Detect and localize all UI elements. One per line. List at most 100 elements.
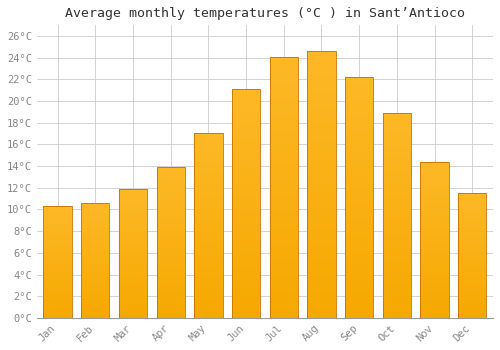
Bar: [232, 311, 260, 313]
Bar: [119, 275, 147, 276]
Bar: [270, 93, 298, 96]
Bar: [420, 265, 449, 266]
Bar: [345, 77, 374, 80]
Bar: [420, 251, 449, 252]
Bar: [270, 211, 298, 214]
Bar: [458, 197, 486, 198]
Bar: [458, 199, 486, 201]
Bar: [156, 239, 185, 241]
Bar: [383, 234, 411, 236]
Bar: [270, 195, 298, 198]
Bar: [345, 241, 374, 243]
Bar: [458, 309, 486, 310]
Bar: [383, 240, 411, 242]
Bar: [270, 125, 298, 127]
Bar: [383, 201, 411, 203]
Bar: [119, 293, 147, 295]
Bar: [194, 194, 222, 196]
Bar: [232, 112, 260, 114]
Bar: [308, 283, 336, 286]
Bar: [420, 312, 449, 313]
Bar: [156, 214, 185, 216]
Bar: [194, 203, 222, 205]
Bar: [308, 91, 336, 94]
Bar: [119, 273, 147, 274]
Bar: [458, 234, 486, 236]
Bar: [270, 132, 298, 135]
Bar: [458, 288, 486, 289]
Bar: [156, 220, 185, 222]
Bar: [81, 255, 110, 256]
Bar: [345, 313, 374, 315]
Bar: [156, 248, 185, 250]
Bar: [44, 303, 72, 304]
Bar: [270, 208, 298, 211]
Bar: [458, 231, 486, 232]
Bar: [420, 299, 449, 301]
Bar: [156, 300, 185, 301]
Bar: [232, 124, 260, 126]
Bar: [383, 183, 411, 185]
Bar: [308, 232, 336, 235]
Bar: [420, 268, 449, 270]
Bar: [156, 212, 185, 214]
Bar: [420, 176, 449, 177]
Bar: [458, 266, 486, 267]
Bar: [119, 190, 147, 191]
Bar: [383, 205, 411, 207]
Bar: [458, 204, 486, 206]
Bar: [44, 268, 72, 269]
Bar: [308, 217, 336, 219]
Bar: [232, 201, 260, 204]
Bar: [270, 57, 298, 318]
Bar: [383, 303, 411, 306]
Bar: [81, 266, 110, 267]
Bar: [232, 178, 260, 181]
Bar: [156, 205, 185, 206]
Bar: [420, 285, 449, 287]
Bar: [119, 239, 147, 240]
Bar: [270, 143, 298, 146]
Bar: [308, 115, 336, 118]
Bar: [345, 262, 374, 265]
Bar: [156, 303, 185, 304]
Bar: [119, 221, 147, 223]
Bar: [383, 119, 411, 121]
Bar: [119, 251, 147, 252]
Bar: [420, 221, 449, 223]
Bar: [232, 135, 260, 137]
Bar: [81, 282, 110, 284]
Bar: [194, 157, 222, 159]
Bar: [194, 205, 222, 207]
Bar: [383, 123, 411, 125]
Bar: [270, 59, 298, 62]
Bar: [270, 253, 298, 255]
Bar: [458, 209, 486, 211]
Bar: [308, 131, 336, 134]
Bar: [383, 260, 411, 262]
Bar: [119, 286, 147, 287]
Bar: [308, 262, 336, 265]
Bar: [458, 310, 486, 312]
Bar: [420, 302, 449, 304]
Bar: [232, 281, 260, 284]
Bar: [458, 244, 486, 246]
Bar: [420, 294, 449, 296]
Bar: [458, 224, 486, 226]
Bar: [81, 209, 110, 210]
Bar: [270, 289, 298, 292]
Bar: [270, 64, 298, 67]
Bar: [308, 161, 336, 163]
Bar: [232, 146, 260, 149]
Bar: [44, 225, 72, 226]
Bar: [44, 259, 72, 260]
Bar: [420, 212, 449, 213]
Bar: [232, 229, 260, 231]
Bar: [44, 311, 72, 312]
Bar: [232, 114, 260, 117]
Bar: [119, 306, 147, 308]
Bar: [458, 257, 486, 258]
Bar: [270, 182, 298, 185]
Bar: [44, 292, 72, 293]
Bar: [194, 166, 222, 168]
